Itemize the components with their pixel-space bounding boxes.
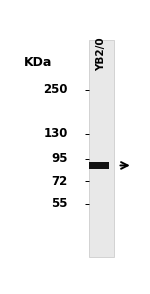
Text: 55: 55 xyxy=(51,198,68,211)
Text: KDa: KDa xyxy=(23,56,52,69)
Bar xyxy=(88,162,110,169)
Text: YB2/0: YB2/0 xyxy=(96,38,106,71)
Text: 130: 130 xyxy=(43,127,68,140)
Text: 72: 72 xyxy=(51,175,68,188)
Bar xyxy=(88,40,114,257)
Text: 250: 250 xyxy=(43,83,68,96)
Text: 95: 95 xyxy=(51,152,68,165)
